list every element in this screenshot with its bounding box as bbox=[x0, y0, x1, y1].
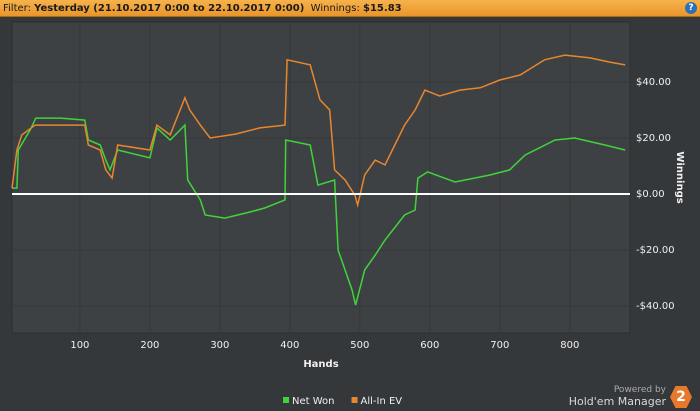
x-tick-label: 200 bbox=[140, 340, 159, 351]
legend-label: All-In EV bbox=[361, 396, 403, 407]
series-line bbox=[12, 117, 626, 306]
powered-by: Powered by bbox=[613, 385, 666, 395]
x-tick-label: 400 bbox=[280, 340, 299, 351]
product-logo: 2 bbox=[670, 386, 692, 408]
winnings-label: Winnings: bbox=[310, 3, 360, 14]
plot-area bbox=[11, 21, 631, 334]
y-tick-label: $0.00 bbox=[636, 189, 665, 200]
legend-swatch bbox=[283, 397, 289, 403]
x-tick-label: 300 bbox=[210, 340, 229, 351]
help-button[interactable]: ? bbox=[685, 2, 697, 14]
winnings-value: $15.83 bbox=[363, 3, 402, 14]
y-axis-title: Winnings bbox=[674, 151, 685, 203]
series-line bbox=[11, 54, 626, 208]
x-tick-label: 100 bbox=[70, 340, 89, 351]
legend-label: Net Won bbox=[292, 396, 335, 407]
y-tick-label: -$20.00 bbox=[636, 245, 675, 256]
x-tick-label: 600 bbox=[420, 340, 439, 351]
legend-swatch bbox=[351, 397, 358, 403]
filter-bar: Filter: Yesterday (21.10.2017 0:00 to 22… bbox=[0, 0, 700, 17]
y-tick-label: $40.00 bbox=[636, 77, 671, 88]
x-tick-label: 500 bbox=[350, 340, 369, 351]
x-tick-label: 800 bbox=[560, 340, 579, 351]
x-tick-label: 700 bbox=[490, 340, 509, 351]
y-tick-label: $20.00 bbox=[636, 133, 671, 144]
filter-label: Filter: bbox=[3, 3, 31, 14]
x-axis-title: Hands bbox=[303, 359, 338, 370]
product-name: Hold'em Manager bbox=[568, 395, 666, 408]
y-tick-label: -$40.00 bbox=[636, 301, 675, 312]
filter-value[interactable]: Yesterday (21.10.2017 0:00 to 22.10.2017… bbox=[34, 3, 305, 14]
